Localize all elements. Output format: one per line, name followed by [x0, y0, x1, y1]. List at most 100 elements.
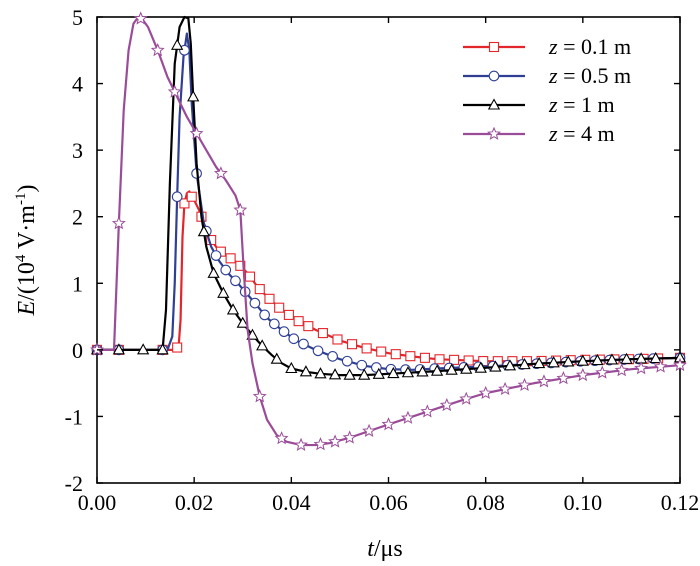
series-marker: [167, 84, 182, 98]
series-marker: [649, 351, 662, 364]
legend-marker: [487, 98, 501, 110]
series-marker: [298, 338, 309, 350]
series-marker: [474, 361, 487, 373]
series-marker: [268, 318, 280, 330]
y-tick-label: 0: [72, 338, 83, 363]
legend-marker: [488, 41, 500, 53]
series-marker: [595, 365, 610, 379]
x-axis-ticks: 0.00 0.02 0.04 0.06 0.08 0.10 0.12: [78, 17, 700, 515]
legend-value: = 4 m: [558, 121, 615, 146]
series-marker: [274, 302, 285, 313]
series-marker: [328, 434, 342, 448]
legend: z = 0.1 mz = 0.5 mz = 1 mz = 4 m: [463, 34, 631, 146]
x-tick-label: 0.10: [564, 490, 603, 515]
series-marker: [614, 363, 629, 377]
series-marker: [233, 202, 248, 216]
series-marker: [381, 417, 396, 431]
y-axis-unit-close: ): [14, 185, 40, 193]
series-marker: [347, 339, 358, 350]
series-marker: [517, 377, 532, 392]
series-marker: [376, 346, 387, 357]
y-axis-ticks: -2 -1 0 1 2 3 4 5: [65, 5, 680, 496]
legend-variable: z: [548, 121, 558, 146]
series-marker: [358, 368, 371, 380]
series-marker: [259, 309, 270, 321]
series-marker: [361, 343, 372, 354]
series-1: [91, 190, 686, 367]
series-marker: [416, 365, 429, 377]
legend-value: = 0.1 m: [558, 34, 632, 59]
series-marker: [673, 357, 687, 372]
series-marker: [252, 389, 267, 403]
series-marker: [254, 284, 265, 295]
series-marker: [591, 353, 604, 366]
x-tick-label: 0.06: [369, 490, 408, 515]
series-marker: [112, 343, 125, 355]
x-tick-label: 0.12: [661, 490, 700, 515]
legend-label: z = 0.1 m: [548, 34, 631, 59]
series-marker: [187, 90, 200, 102]
legend-variable: z: [548, 92, 558, 117]
series-marker: [264, 293, 275, 304]
legend-marker: [487, 126, 501, 140]
series-marker: [299, 365, 313, 377]
series-marker: [172, 342, 183, 353]
series-marker: [256, 339, 269, 351]
y-tick-label: 2: [72, 205, 83, 230]
series-marker: [341, 355, 353, 367]
series-marker: [372, 367, 385, 379]
legend-item: z = 1 m: [463, 92, 615, 117]
legend-marker: [488, 70, 500, 82]
y-axis-variable: E: [14, 300, 40, 316]
series-marker: [537, 374, 551, 388]
legend-item: z = 0.1 m: [463, 34, 631, 59]
y-tick-label: 1: [72, 271, 83, 296]
series-marker: [303, 321, 314, 332]
y-axis-unit-middle: V·m: [14, 205, 40, 255]
series-marker: [362, 423, 377, 437]
plot-area-group: 0.00 0.02 0.04 0.06 0.08 0.10 0.12 -2 -1 0 1 2 3 4 5: [65, 5, 700, 515]
series-line: [97, 190, 681, 363]
series-marker: [274, 431, 289, 445]
x-axis-title: t/μs: [367, 536, 403, 562]
series-marker: [111, 216, 126, 230]
y-axis-unit-open: /(10: [14, 262, 40, 301]
series-marker: [342, 430, 357, 444]
series-marker: [236, 316, 249, 328]
legend-label: z = 4 m: [548, 121, 615, 146]
series-marker: [244, 271, 256, 282]
series-marker: [400, 410, 415, 424]
series-marker: [356, 359, 368, 371]
series-marker: [430, 364, 444, 376]
series-marker: [293, 316, 304, 327]
y-tick-label: 3: [72, 138, 83, 163]
series-4: [90, 11, 687, 451]
series-marker: [419, 352, 430, 363]
series-marker: [459, 391, 474, 405]
series-marker: [137, 343, 150, 355]
series-marker: [328, 368, 342, 380]
series-marker: [288, 333, 300, 345]
series-marker: [332, 334, 343, 345]
x-tick-label: 0.04: [272, 490, 311, 515]
series-marker: [189, 126, 204, 140]
series-marker: [171, 191, 183, 203]
series-marker: [445, 363, 458, 375]
series-marker: [547, 356, 560, 368]
series-marker: [634, 361, 649, 375]
legend-variable: z: [548, 63, 558, 88]
y-axis-title: E/(104 V·m-1): [13, 185, 40, 317]
x-tick-label: 0.00: [78, 490, 117, 515]
series-marker: [387, 366, 400, 379]
y-axis-unit-exponent2: -1: [13, 193, 29, 206]
series-layer: [90, 11, 687, 451]
series-marker: [294, 437, 308, 451]
series-marker: [460, 362, 473, 374]
x-tick-label: 0.02: [175, 490, 214, 515]
series-marker: [562, 355, 575, 367]
series-marker: [518, 357, 531, 370]
series-3: [90, 15, 687, 380]
series-marker: [620, 352, 633, 364]
series-marker: [317, 328, 328, 339]
legend-variable: z: [548, 34, 558, 59]
